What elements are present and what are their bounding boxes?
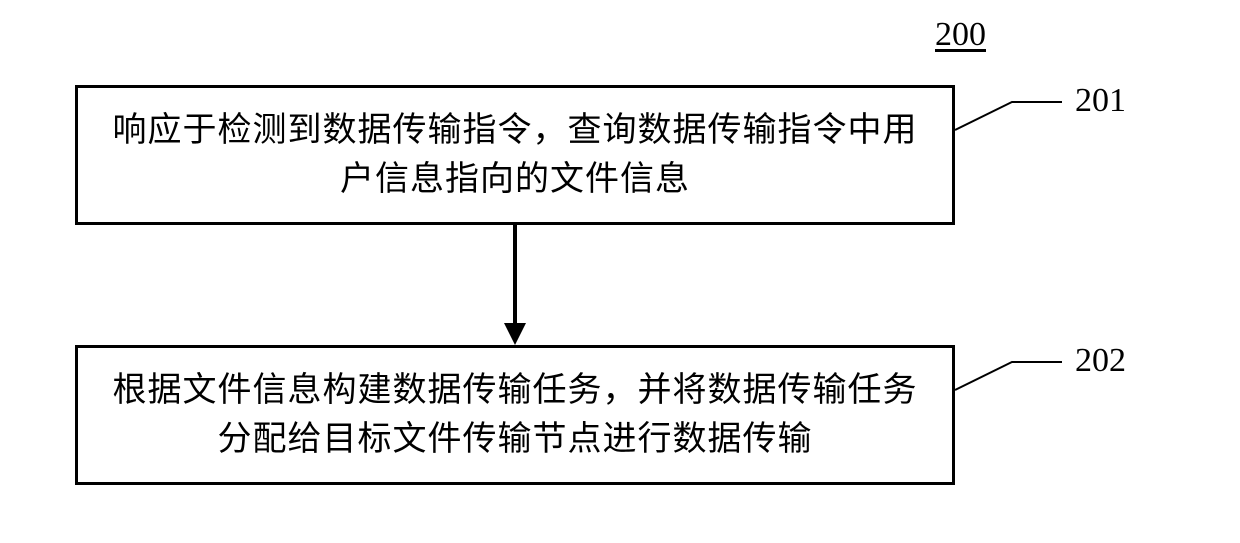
arrow-201-to-202-line <box>513 225 517 323</box>
step-202-box: 根据文件信息构建数据传输任务，并将数据传输任务分配给目标文件传输节点进行数据传输 <box>75 345 955 485</box>
step-202-leader-horiz <box>1012 361 1062 363</box>
step-201-leader-slash <box>955 101 1013 131</box>
arrow-201-to-202-head <box>504 323 526 345</box>
step-201-leader-horiz <box>1012 101 1062 103</box>
step-201-text: 响应于检测到数据传输指令，查询数据传输指令中用户信息指向的文件信息 <box>78 106 952 205</box>
step-201-box: 响应于检测到数据传输指令，查询数据传输指令中用户信息指向的文件信息 <box>75 85 955 225</box>
step-202-text: 根据文件信息构建数据传输任务，并将数据传输任务分配给目标文件传输节点进行数据传输 <box>78 366 952 465</box>
step-201-label: 201 <box>1075 82 1126 120</box>
flowchart-canvas: 200 响应于检测到数据传输指令，查询数据传输指令中用户信息指向的文件信息 20… <box>0 0 1240 543</box>
step-202-leader-slash <box>955 361 1013 391</box>
figure-number: 200 <box>935 16 986 54</box>
step-202-label: 202 <box>1075 342 1126 380</box>
